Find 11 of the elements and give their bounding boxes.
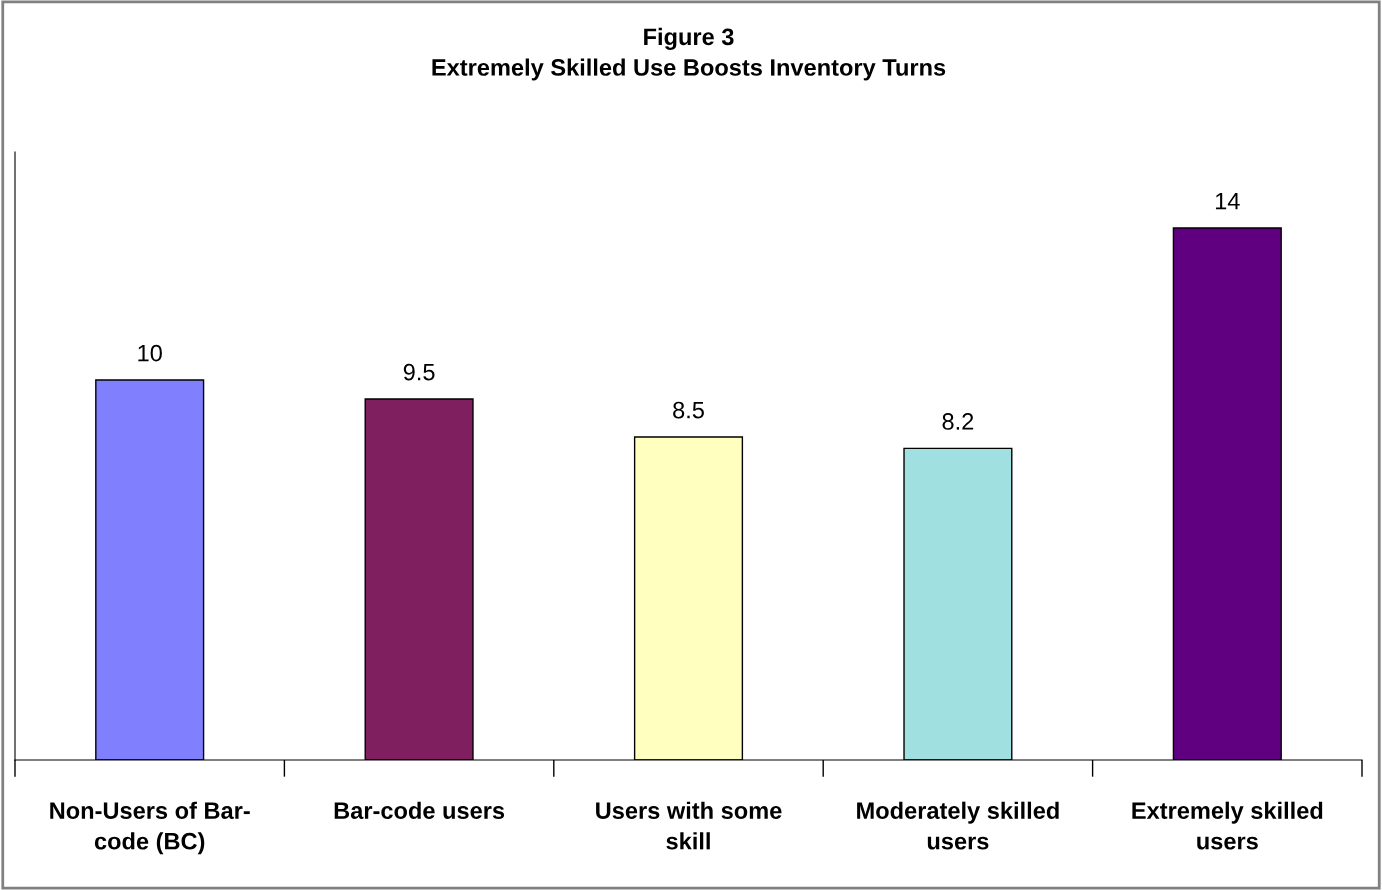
data-label: 14 bbox=[1215, 192, 1240, 210]
x-tick-label: Non-Users of Bar- code (BC) bbox=[50, 801, 250, 855]
chart-title: Figure 3 Extremely Skilled Use Boosts Inventory Turns bbox=[432, 27, 946, 81]
x-tick-label: Extremely skilled users bbox=[1132, 801, 1323, 850]
data-label: 8.5 bbox=[673, 401, 704, 419]
x-tick-label: Moderately skilled users bbox=[857, 801, 1059, 850]
x-tick-label: Bar-code users bbox=[334, 801, 505, 820]
data-label: 9.5 bbox=[403, 363, 435, 381]
data-label: 8.2 bbox=[942, 413, 974, 430]
data-label: 10 bbox=[138, 344, 162, 362]
x-tick-label: Users with some skill bbox=[596, 801, 782, 850]
